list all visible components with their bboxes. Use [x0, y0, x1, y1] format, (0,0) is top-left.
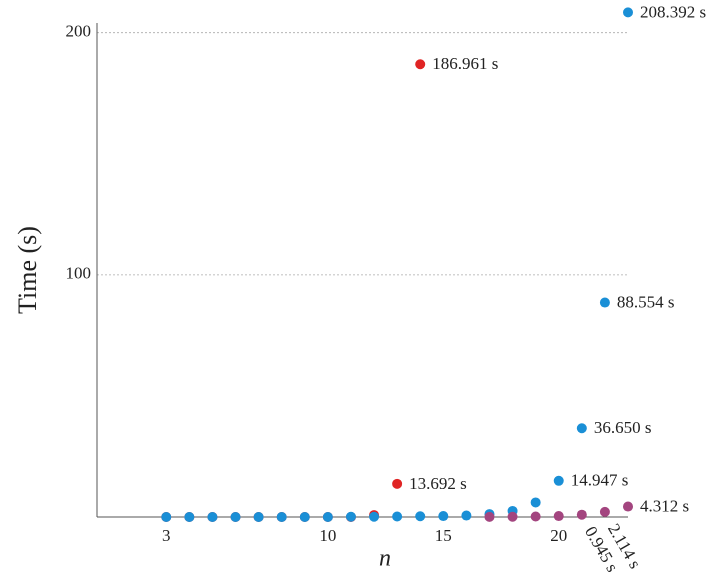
point — [576, 423, 587, 434]
point — [299, 512, 310, 522]
point — [415, 511, 426, 522]
x-tick-label: 3 — [162, 526, 171, 545]
point — [507, 511, 518, 522]
data-label: 186.961 s — [432, 54, 498, 73]
point — [599, 297, 610, 308]
x-tick-label: 15 — [435, 526, 452, 545]
data-label: 13.692 s — [409, 474, 467, 493]
point — [392, 478, 403, 489]
point — [392, 511, 403, 522]
point — [322, 512, 333, 522]
point — [415, 59, 426, 70]
point — [230, 512, 241, 522]
point — [553, 475, 564, 486]
point — [576, 509, 587, 520]
point — [553, 511, 564, 522]
point — [369, 511, 380, 522]
point — [530, 511, 541, 522]
point — [184, 512, 195, 522]
point — [461, 510, 472, 521]
point — [530, 497, 541, 508]
point — [484, 511, 495, 522]
x-axis-label: n — [379, 546, 391, 572]
y-tick-label: 100 — [66, 264, 92, 283]
y-tick-label: 200 — [66, 22, 92, 41]
data-label: 208.392 s — [640, 2, 706, 21]
data-label: 14.947 s — [571, 471, 629, 490]
x-tick-label: 10 — [319, 526, 336, 545]
point — [345, 511, 356, 522]
point — [438, 511, 449, 522]
point — [161, 512, 172, 522]
point — [276, 512, 287, 522]
y-axis-label: Time (s) — [13, 226, 42, 314]
x-tick-label: 20 — [550, 526, 567, 545]
point — [623, 501, 633, 512]
data-label: 36.650 s — [594, 418, 652, 437]
point — [599, 506, 610, 517]
data-label: 88.554 s — [617, 292, 675, 311]
data-label: 4.312 s — [640, 496, 689, 515]
point — [253, 512, 264, 522]
point — [207, 512, 218, 522]
point — [623, 7, 633, 18]
